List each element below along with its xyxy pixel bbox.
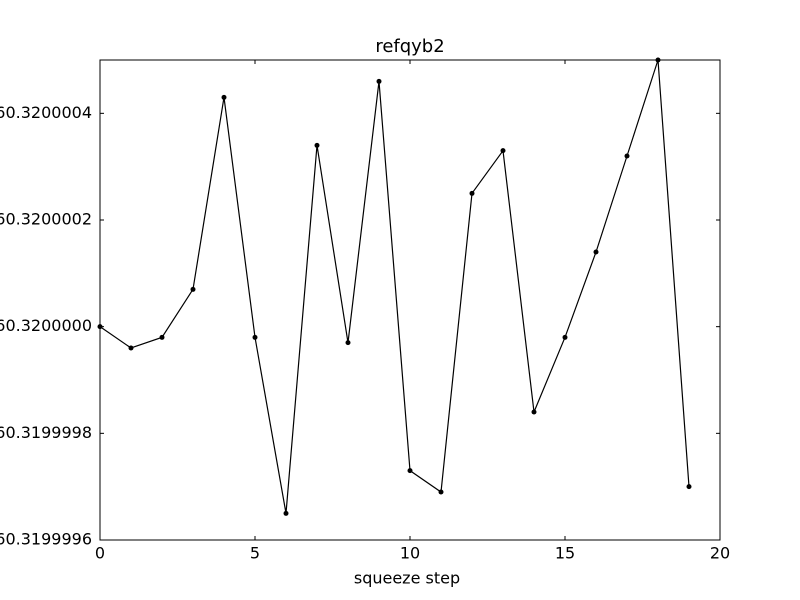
y-tick-label: 60.3200000 [0,316,92,335]
point [593,249,599,255]
x-tick-label: 20 [710,544,730,563]
point [128,345,134,351]
point [438,489,444,495]
y-tick-label: 60.3200002 [0,210,92,229]
point [345,340,351,346]
point [283,510,289,516]
point [407,468,413,474]
point [376,78,382,84]
y-tick-label: 60.3199996 [0,530,92,549]
point [500,148,506,154]
point [314,142,320,148]
point [624,153,630,159]
point [221,94,227,100]
point [686,484,692,490]
x-tick-label: 15 [555,544,575,563]
point [531,409,537,415]
point [469,190,475,196]
y-tick-label: 60.3199998 [0,423,92,442]
point [252,334,258,340]
plot-frame [99,59,721,541]
x-axis-label: squeeze step [354,569,460,588]
x-tick-label: 10 [400,544,420,563]
y-tick-label: 60.3200004 [0,103,92,122]
point [159,334,165,340]
point [562,334,568,340]
x-tick-label: 5 [250,544,260,563]
line [99,59,690,514]
x-tick-label: 0 [95,544,105,563]
chart-title: refqyb2 [375,36,444,57]
point [190,286,196,292]
